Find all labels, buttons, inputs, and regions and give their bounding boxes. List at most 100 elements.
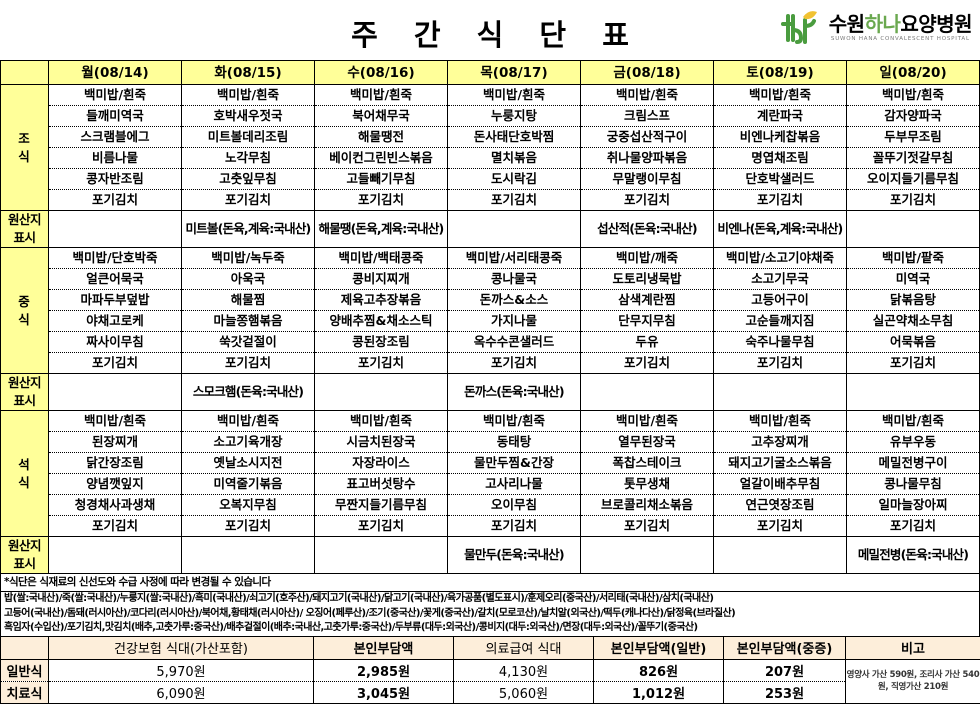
- menu-cell: 얼갈이배추무침: [713, 473, 847, 495]
- menu-cell: 고순들깨지짐: [713, 310, 847, 332]
- menu-cell: 미역줄기볶음: [181, 473, 315, 495]
- price-row-general: 일반식 5,970원 2,985원 4,130원 826원 207원 영양사 가…: [0, 659, 980, 704]
- hospital-logo: 수원하나요양병원 SUWON HANA CONVALESCENT HOSPITA…: [779, 8, 972, 48]
- price-general-self-pay-severe: 207원: [723, 659, 846, 682]
- menu-cell: 야채고로케: [48, 310, 182, 332]
- menu-cell: 포기김치: [846, 352, 980, 374]
- price-row-label-therapeutic: 치료식: [0, 681, 49, 704]
- price-general-medical-aid: 4,130원: [453, 659, 594, 682]
- price-remarks-text: 영양사 가산 590원, 조리사 가산 540원, 직영가산 210원: [845, 659, 980, 704]
- origin-row: 원산지 표시 미트볼(돈육,계육:국내산) 해물땡(돈육,계육:국내산) 섭산적(돈육:…: [0, 210, 980, 248]
- menu-cell: 노각무침: [181, 147, 315, 169]
- price-header-row: 건강보험 식대(가산포함) 본인부담액 의료급여 식대 본인부담액(일반) 본인…: [0, 636, 980, 660]
- day-header-sun: 일(08/20): [846, 60, 980, 85]
- menu-cell: 미역국: [846, 268, 980, 290]
- menu-cell: 콩비지찌개: [314, 268, 448, 290]
- menu-cell: 포기김치: [580, 515, 714, 537]
- menu-cell: 포기김치: [846, 515, 980, 537]
- origin-cell: 물만두(돈육:국내산): [447, 536, 581, 574]
- menu-row: 포기김치 포기김치 포기김치 포기김치 포기김치 포기김치 포기김치: [1, 189, 980, 211]
- price-general-self-pay-general: 826원: [593, 659, 724, 682]
- menu-cell: 단무지무침: [580, 310, 714, 332]
- menu-cell: 콩나물국: [447, 268, 581, 290]
- menu-cell: 숙주나물무침: [713, 331, 847, 353]
- origin-cell: [713, 373, 847, 411]
- origin-cell: [314, 373, 448, 411]
- menu-cell: 제육고추장볶음: [314, 289, 448, 311]
- menu-cell: 옥수수콘샐러드: [447, 331, 581, 353]
- menu-row: 스크램블에그 미트볼데리조림 해물땡전 돈사태단호박찜 궁중섭산적구이 비엔나케찹볶음 두부…: [1, 126, 980, 148]
- menu-cell: 포기김치: [181, 189, 315, 211]
- origin-cell: [48, 210, 182, 248]
- menu-cell: 비엔나케찹볶음: [713, 126, 847, 148]
- meal-price-table: 건강보험 식대(가산포함) 본인부담액 의료급여 식대 본인부담액(일반) 본인…: [0, 636, 980, 704]
- menu-cell: 연근엿장조림: [713, 494, 847, 516]
- menu-cell: 백미밥/흰죽: [48, 410, 182, 432]
- menu-cell: 베이컨그린빈스볶음: [314, 147, 448, 169]
- menu-cell: 일마늘장아찌: [846, 494, 980, 516]
- menu-cell: 포기김치: [447, 515, 581, 537]
- menu-cell: 도시락김: [447, 168, 581, 190]
- menu-cell: 얼큰어묵국: [48, 268, 182, 290]
- menu-cell: 들깨미역국: [48, 105, 182, 127]
- menu-row: 청경채사과생채 오복지무침 무짠지들기름무침 오이무침 브로콜리채소볶음 연근엿장조림 일마…: [1, 494, 980, 516]
- header-insurance-meal-cost: 건강보험 식대(가산포함): [48, 636, 314, 660]
- menu-change-disclaimer: *식단은 식재료의 신선도와 수급 사정에 따라 변경될 수 있습니다: [1, 574, 979, 593]
- menu-cell: 두유: [580, 331, 714, 353]
- menu-cell: 표고버섯탕수: [314, 473, 448, 495]
- origin-note-line-3: 흑임자(수입산)/포기김치,맛김치(배추,고춧가루:중국산)/배추겉절이(배추:…: [4, 622, 698, 634]
- price-general-self-pay: 2,985원: [313, 659, 454, 682]
- menu-cell: 백미밥/흰죽: [846, 410, 980, 432]
- menu-row: 마파두부덮밥 해물찜 제육고추장볶음 돈까스&소스 삼색계란찜 고등어구이 닭볶음탕: [1, 289, 980, 311]
- menu-cell: 닭간장조림: [48, 452, 182, 474]
- origin-cell: 스모크햄(돈육:국내산): [181, 373, 315, 411]
- origin-row-label: 원산지 표시: [0, 536, 49, 574]
- price-corner-cell: [0, 636, 49, 660]
- menu-cell: 오이무침: [447, 494, 581, 516]
- menu-cell: 고춧잎무침: [181, 168, 315, 190]
- menu-cell: 포기김치: [181, 352, 315, 374]
- menu-cell: 물만두찜&간장: [447, 452, 581, 474]
- menu-cell: 동태탕: [447, 431, 581, 453]
- menu-cell: 돈까스&소스: [447, 289, 581, 311]
- menu-cell: 해물찜: [181, 289, 315, 311]
- menu-cell: 크림스프: [580, 105, 714, 127]
- origin-cell: 미트볼(돈육,계육:국내산): [181, 210, 315, 248]
- menu-cell: 북어채무국: [314, 105, 448, 127]
- menu-cell: 시금치된장국: [314, 431, 448, 453]
- menu-cell: 고등어구이: [713, 289, 847, 311]
- menu-cell: 포기김치: [580, 189, 714, 211]
- menu-cell: 포기김치: [447, 189, 581, 211]
- origin-note-line-1: 밥(쌀:국내산)/죽(쌀:국내산)/누룽지(쌀:국내산)/흑미(국내산)/쇠고기…: [4, 593, 714, 605]
- menu-cell: 백미밥/흰죽: [447, 84, 581, 106]
- menu-cell: 자장라이스: [314, 452, 448, 474]
- origin-row-label: 원산지 표시: [0, 210, 49, 248]
- menu-cell: 백미밥/흰죽: [181, 410, 315, 432]
- price-therapeutic-self-pay: 3,045원: [313, 681, 454, 704]
- menu-cell: 백미밥/녹두죽: [181, 247, 315, 269]
- origin-row: 원산지 표시 스모크햄(돈육:국내산) 돈까스(돈육:국내산): [0, 373, 980, 411]
- menu-cell: 무짠지들기름무침: [314, 494, 448, 516]
- menu-cell: 감자양파국: [846, 105, 980, 127]
- menu-cell: 양념깻잎지: [48, 473, 182, 495]
- origin-cell: 비엔나(돈육,계육:국내산): [713, 210, 847, 248]
- menu-cell: 포기김치: [48, 352, 182, 374]
- menu-cell: 콩나물무침: [846, 473, 980, 495]
- menu-cell: 쑥갓겉절이: [181, 331, 315, 353]
- logo-hospital-name: 수원하나요양병원: [828, 11, 973, 36]
- menu-cell: 돈사태단호박찜: [447, 126, 581, 148]
- menu-row: 콩자반조림 고춧잎무침 고들빼기무침 도시락김 무말랭이무침 단호박샐러드 오이지들기름무침: [1, 168, 980, 190]
- menu-cell: 돼지고기굴소스볶음: [713, 452, 847, 474]
- menu-cell: 포기김치: [713, 189, 847, 211]
- menu-cell: 백미밥/흰죽: [580, 84, 714, 106]
- menu-row: 비름나물 노각무침 베이컨그린빈스볶음 멸치볶음 취나물양파볶음 명엽채조림 꼴뚜기젓갈무침: [1, 147, 980, 169]
- menu-cell: 누룽지탕: [447, 105, 581, 127]
- menu-cell: 청경채사과생채: [48, 494, 182, 516]
- menu-cell: 백미밥/흰죽: [447, 410, 581, 432]
- page-title: 주 간 식 단 표: [351, 18, 642, 52]
- origin-cell: 해물땡(돈육,계육:국내산): [314, 210, 448, 248]
- price-therapeutic-insurance: 6,090원: [48, 681, 314, 704]
- menu-row: 된장찌개 소고기육개장 시금치된장국 동태탕 열무된장국 고추장찌개 유부우동: [1, 431, 980, 453]
- menu-cell: 백미밥/흰죽: [713, 410, 847, 432]
